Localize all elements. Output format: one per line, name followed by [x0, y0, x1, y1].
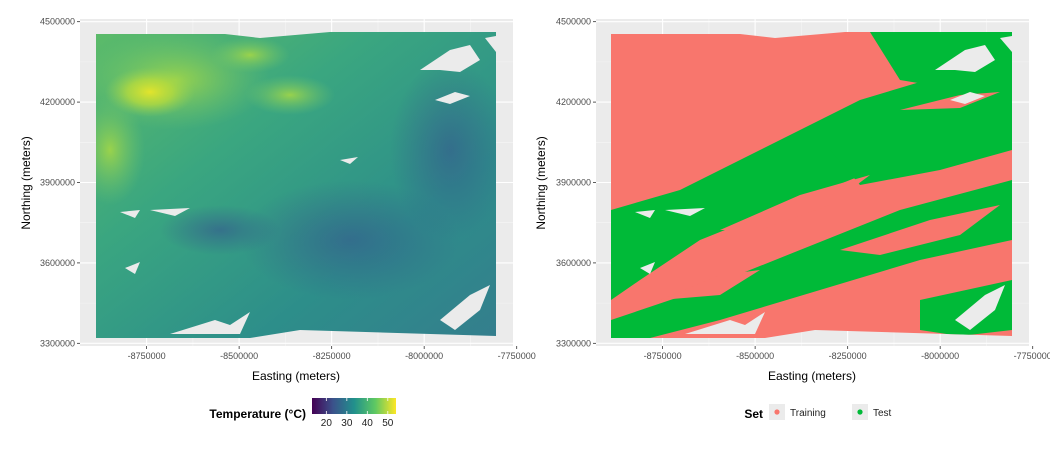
x-tick-label: -8750000 — [128, 351, 166, 361]
colorbar-title: Temperature (°C) — [209, 407, 306, 421]
x-tick-label: -8000000 — [921, 351, 959, 361]
x-tick-label: -8500000 — [220, 351, 258, 361]
legend-title: Set — [744, 407, 763, 421]
y-tick-label: 3900000 — [556, 178, 591, 188]
y-tick-label: 4200000 — [556, 97, 591, 107]
legend-label-test: Test — [873, 408, 892, 419]
nodata-gaps — [635, 36, 1012, 334]
colorbar-tick-label: 20 — [321, 418, 333, 429]
y-tick-label: 3600000 — [556, 258, 591, 268]
legend-label-training: Training — [790, 408, 826, 419]
y-axis-ticks: 3300000 3600000 3900000 4200000 4500000 — [556, 17, 596, 348]
x-axis-label: Easting (meters) — [768, 369, 856, 383]
right-panel: -8750000 -8500000 -8250000 -8000000 -7750000… — [534, 17, 1050, 383]
set-legend: Set Training Test — [744, 404, 892, 421]
y-axis-label: Northing (meters) — [19, 136, 33, 229]
y-tick-label: 3600000 — [40, 258, 75, 268]
legend-entries: Training Test — [769, 404, 892, 420]
x-tick-label: -8000000 — [405, 351, 443, 361]
x-axis-ticks: -8750000 -8500000 -8250000 -8000000 -7750000 — [644, 346, 1050, 361]
train-test-points — [611, 32, 1012, 338]
x-tick-label: -8250000 — [313, 351, 351, 361]
x-tick-label: -7750000 — [1014, 351, 1050, 361]
nodata-gaps — [120, 36, 496, 334]
y-axis-label: Northing (meters) — [534, 136, 548, 229]
y-tick-label: 3300000 — [40, 338, 75, 348]
training-patches — [660, 92, 1000, 300]
y-tick-label: 3300000 — [556, 338, 591, 348]
left-panel: -8750000 -8500000 -8250000 -8000000 -7750000… — [19, 17, 536, 383]
test-region — [611, 32, 1012, 338]
colorbar-gradient — [312, 398, 396, 414]
y-tick-label: 4200000 — [40, 97, 75, 107]
y-tick-label: 3900000 — [40, 178, 75, 188]
x-tick-label: -8500000 — [736, 351, 774, 361]
legend-key-training — [774, 409, 780, 415]
legend-key-test — [857, 409, 863, 415]
x-axis-label: Easting (meters) — [252, 369, 340, 383]
colorbar-legend: Temperature (°C) 20 30 40 50 — [209, 398, 396, 429]
x-axis-ticks: -8750000 -8500000 -8250000 -8000000 -7750000 — [128, 346, 536, 361]
colorbar-tick-label: 50 — [382, 418, 394, 429]
x-tick-label: -8750000 — [644, 351, 682, 361]
y-tick-label: 4500000 — [556, 17, 591, 27]
temperature-raster — [96, 32, 496, 338]
colorbar-tick-label: 40 — [362, 418, 374, 429]
x-tick-label: -8250000 — [829, 351, 867, 361]
y-axis-ticks: 3300000 3600000 3900000 4200000 4500000 — [40, 17, 80, 348]
y-tick-label: 4500000 — [40, 17, 75, 27]
x-tick-label: -7750000 — [498, 351, 536, 361]
colorbar-ticks: 20 30 40 50 — [321, 398, 394, 429]
colorbar-tick-label: 30 — [341, 418, 353, 429]
